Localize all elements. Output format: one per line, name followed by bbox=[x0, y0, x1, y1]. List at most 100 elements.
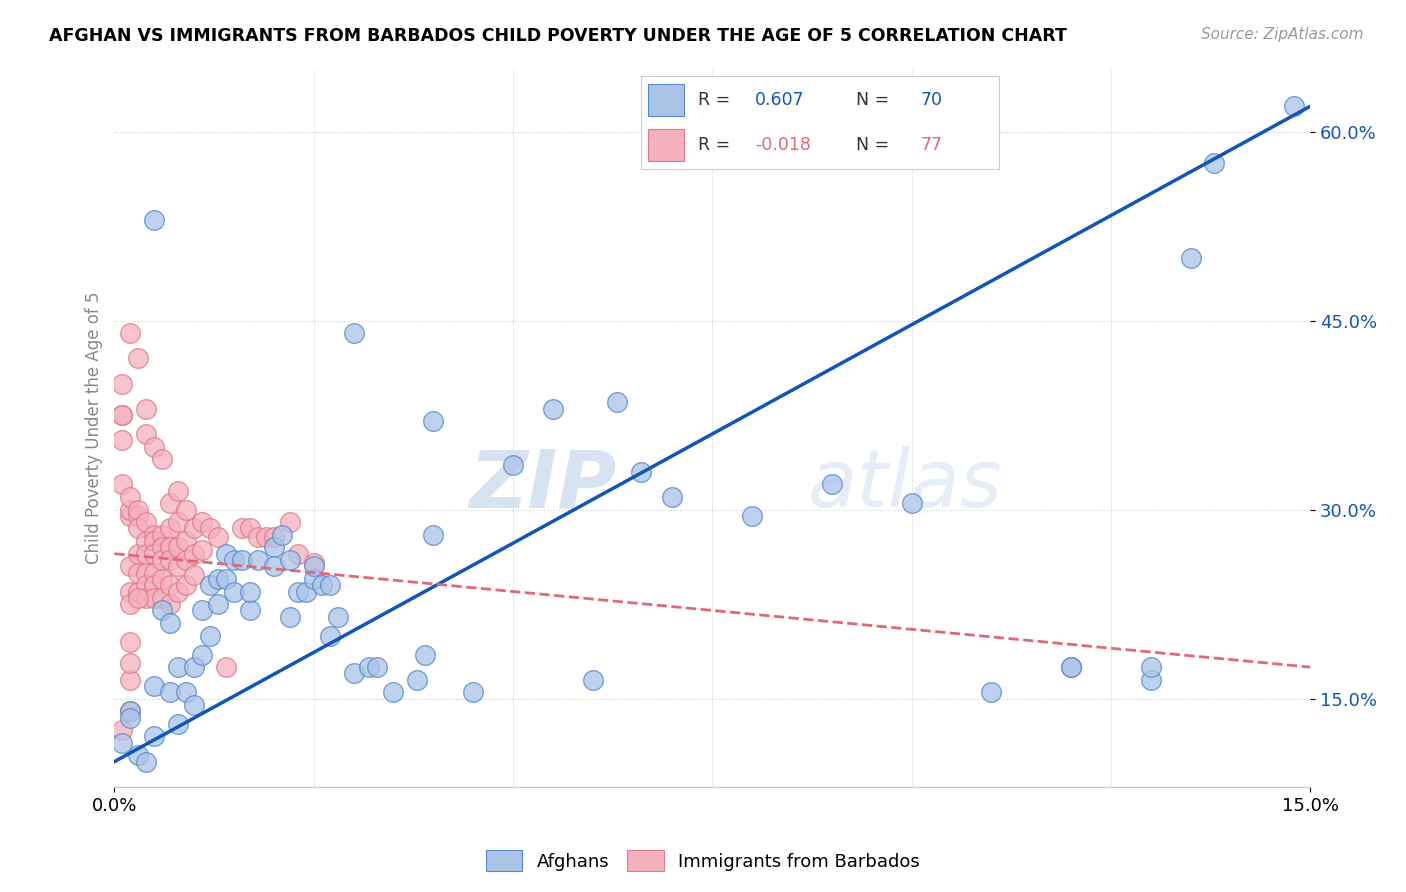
Point bbox=[422, 414, 444, 428]
Point bbox=[127, 351, 149, 366]
Point bbox=[198, 629, 221, 643]
Point bbox=[127, 508, 149, 523]
Text: Source: ZipAtlas.com: Source: ZipAtlas.com bbox=[1201, 27, 1364, 42]
Point bbox=[207, 530, 229, 544]
Point bbox=[120, 657, 142, 671]
Y-axis label: Child Poverty Under the Age of 5: Child Poverty Under the Age of 5 bbox=[86, 292, 103, 564]
Point bbox=[174, 502, 197, 516]
Point bbox=[111, 408, 134, 422]
Point bbox=[1060, 660, 1083, 674]
Point bbox=[174, 685, 197, 699]
Point bbox=[1282, 99, 1305, 113]
Point bbox=[159, 541, 181, 555]
Point bbox=[127, 502, 149, 516]
Point bbox=[120, 326, 142, 341]
Point bbox=[127, 591, 149, 605]
Point bbox=[150, 603, 173, 617]
Point bbox=[278, 553, 301, 567]
Point bbox=[191, 543, 214, 558]
Point bbox=[207, 597, 229, 611]
Point bbox=[231, 553, 253, 567]
Point bbox=[150, 572, 173, 586]
Point bbox=[900, 496, 922, 510]
Point bbox=[302, 559, 325, 574]
Point bbox=[167, 660, 190, 674]
Point bbox=[191, 648, 214, 662]
Point bbox=[111, 477, 134, 491]
Point bbox=[159, 685, 181, 699]
Point bbox=[159, 521, 181, 535]
Point bbox=[183, 568, 205, 582]
Point bbox=[382, 685, 405, 699]
Point bbox=[120, 673, 142, 687]
Point bbox=[120, 704, 142, 718]
Point bbox=[191, 515, 214, 529]
Point bbox=[215, 660, 238, 674]
Point bbox=[111, 723, 134, 738]
Text: atlas: atlas bbox=[808, 446, 1002, 524]
Point bbox=[150, 541, 173, 555]
Point bbox=[239, 603, 262, 617]
Point bbox=[246, 553, 269, 567]
Legend: Afghans, Immigrants from Barbados: Afghans, Immigrants from Barbados bbox=[479, 843, 927, 879]
Point bbox=[263, 559, 285, 574]
Point bbox=[294, 584, 316, 599]
Point bbox=[1180, 251, 1202, 265]
Point bbox=[342, 666, 364, 681]
Point bbox=[143, 534, 166, 549]
Point bbox=[198, 578, 221, 592]
Point bbox=[167, 483, 190, 498]
Point bbox=[630, 465, 652, 479]
Point bbox=[254, 530, 277, 544]
Point bbox=[311, 578, 333, 592]
Point bbox=[222, 553, 245, 567]
Point bbox=[502, 458, 524, 473]
Point bbox=[406, 673, 429, 687]
Point bbox=[1060, 660, 1083, 674]
Point bbox=[120, 597, 142, 611]
Point bbox=[183, 698, 205, 712]
Point bbox=[120, 704, 142, 718]
Point bbox=[541, 401, 564, 416]
Point bbox=[215, 572, 238, 586]
Point bbox=[111, 736, 134, 750]
Point bbox=[135, 401, 157, 416]
Point bbox=[287, 547, 309, 561]
Point bbox=[150, 553, 173, 567]
Point bbox=[1139, 673, 1161, 687]
Point bbox=[326, 609, 349, 624]
Point bbox=[270, 528, 292, 542]
Point bbox=[359, 660, 381, 674]
Text: AFGHAN VS IMMIGRANTS FROM BARBADOS CHILD POVERTY UNDER THE AGE OF 5 CORRELATION : AFGHAN VS IMMIGRANTS FROM BARBADOS CHILD… bbox=[49, 27, 1067, 45]
Point bbox=[120, 502, 142, 516]
Point bbox=[606, 395, 628, 409]
Point bbox=[111, 376, 134, 391]
Point bbox=[821, 477, 844, 491]
Point bbox=[366, 660, 388, 674]
Point bbox=[120, 559, 142, 574]
Point bbox=[183, 547, 205, 561]
Point bbox=[167, 515, 190, 529]
Point bbox=[239, 584, 262, 599]
Point bbox=[120, 710, 142, 724]
Point bbox=[167, 541, 190, 555]
Point bbox=[239, 521, 262, 535]
Point bbox=[143, 440, 166, 454]
Point bbox=[980, 685, 1002, 699]
Point bbox=[127, 584, 149, 599]
Point bbox=[167, 559, 190, 574]
Point bbox=[159, 597, 181, 611]
Point bbox=[135, 566, 157, 580]
Point bbox=[198, 521, 221, 535]
Point bbox=[222, 584, 245, 599]
Point bbox=[127, 748, 149, 763]
Point bbox=[135, 755, 157, 769]
Point bbox=[150, 528, 173, 542]
Point bbox=[278, 609, 301, 624]
Point bbox=[207, 572, 229, 586]
Point bbox=[127, 547, 149, 561]
Point bbox=[150, 452, 173, 467]
Point bbox=[135, 427, 157, 442]
Point bbox=[318, 578, 340, 592]
Point bbox=[159, 553, 181, 567]
